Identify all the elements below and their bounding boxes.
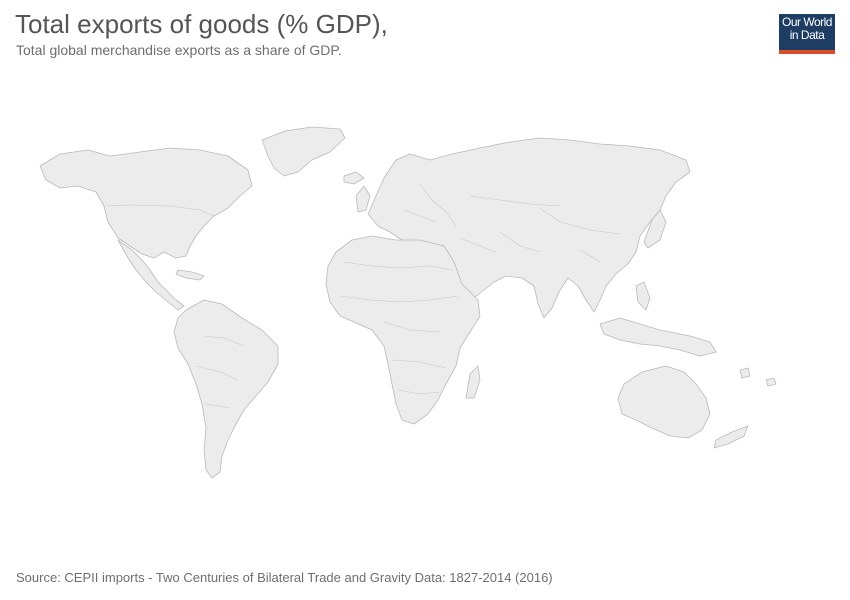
region-japan[interactable] <box>643 209 667 249</box>
region-africa[interactable] <box>325 235 481 425</box>
region-north-america[interactable] <box>39 147 253 259</box>
region-uk[interactable] <box>355 185 371 213</box>
chart-subtitle: Total global merchandise exports as a sh… <box>16 42 342 58</box>
border-canada-usa <box>103 204 215 217</box>
border-europe-asia <box>403 183 621 263</box>
region-south-america[interactable] <box>173 299 279 479</box>
logo-accent-bar <box>779 50 835 54</box>
logo-line-2: in Data <box>789 28 825 42</box>
border-south-america <box>195 335 245 409</box>
region-new-zealand[interactable] <box>713 425 749 449</box>
region-pacific-islands[interactable] <box>739 367 777 387</box>
region-central-america[interactable] <box>117 239 185 311</box>
region-southeast-asia-islands[interactable] <box>599 317 717 357</box>
region-caribbean[interactable] <box>175 269 205 281</box>
logo-line-1: Our World <box>782 15 832 29</box>
source-note: Source: CEPII imports - Two Centuries of… <box>16 570 553 585</box>
region-australia[interactable] <box>617 365 711 439</box>
border-africa <box>339 261 459 395</box>
chart-title: Total exports of goods (% GDP), <box>15 9 388 39</box>
region-philippines[interactable] <box>635 281 651 311</box>
owid-logo[interactable]: Our World in Data <box>779 14 835 54</box>
region-iceland[interactable] <box>343 171 365 185</box>
region-greenland[interactable] <box>261 126 346 177</box>
region-madagascar[interactable] <box>465 365 481 399</box>
